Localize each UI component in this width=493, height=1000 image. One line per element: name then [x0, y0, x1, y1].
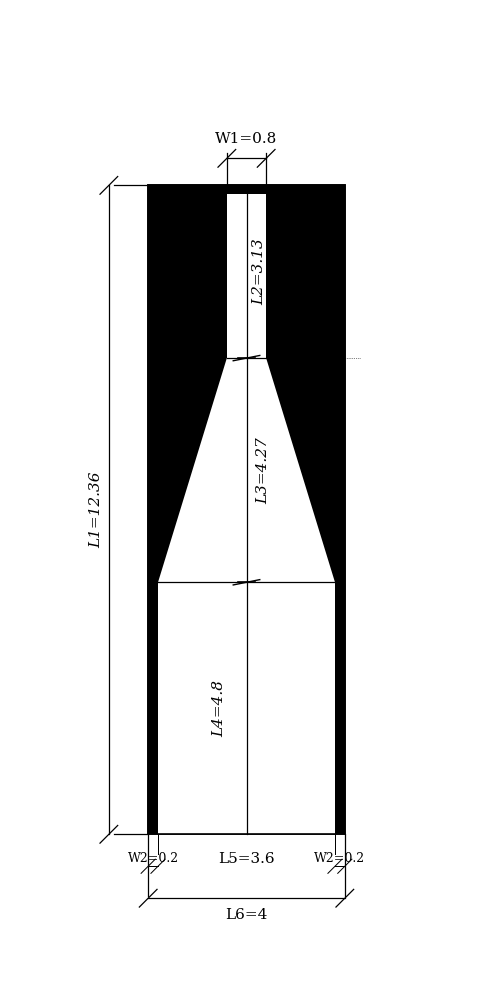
Text: L1=12.36: L1=12.36: [90, 472, 104, 548]
Text: L3=4.27: L3=4.27: [257, 437, 271, 504]
Bar: [148, 185, 345, 834]
Text: L6=4: L6=4: [225, 908, 268, 922]
Text: W2=0.2: W2=0.2: [128, 852, 178, 865]
Text: L5=3.6: L5=3.6: [218, 852, 275, 866]
Text: L2=3.13: L2=3.13: [252, 238, 266, 305]
Bar: [158, 582, 335, 834]
Text: L4=4.8: L4=4.8: [212, 680, 226, 737]
Bar: [227, 194, 266, 358]
Polygon shape: [158, 358, 335, 582]
Bar: [148, 185, 345, 834]
Text: W1=0.8: W1=0.8: [215, 132, 278, 146]
Text: W2=0.2: W2=0.2: [315, 852, 365, 865]
